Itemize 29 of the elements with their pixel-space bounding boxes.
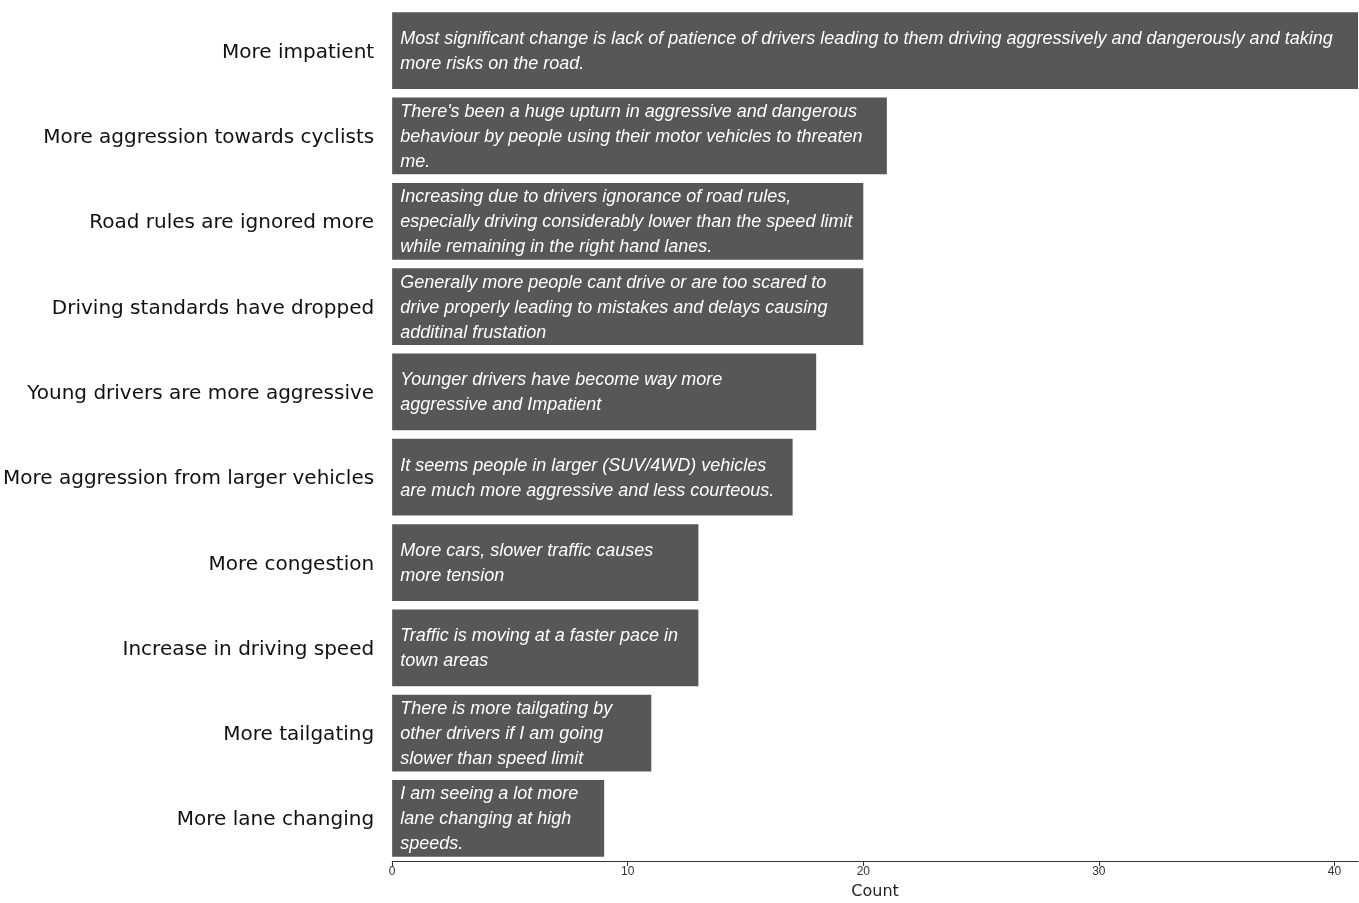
- annotation: I am seeing a lot more lane changing at high speeds.: [400, 783, 584, 854]
- annotation: It seems people in larger (SUV/4WD) vehicles are much more aggressive and less courteous.: [400, 454, 775, 500]
- y-tick-label: Road rules are ignored more: [89, 209, 375, 234]
- y-tick-label: More impatient: [222, 38, 375, 63]
- annotation: Most significant change is lack of patience of drivers leading to them driving aggressively and dangerously and taking more risks on the road.: [400, 28, 1338, 74]
- annotation: Generally more people cant drive or are too scared to drive properly leading to mistakes and delays causing additinal frustation: [400, 271, 833, 342]
- annotation: Increasing due to drivers ignorance of road rules, especially driving considerably lower than the speed limit while remaining in the right hand lanes.: [400, 186, 858, 257]
- annotation: More cars, slower traffic causes more tension: [400, 540, 659, 586]
- y-tick-label: More congestion: [208, 550, 375, 575]
- x-tick-label: 20: [856, 864, 871, 879]
- x-tick-label: 40: [1327, 864, 1342, 879]
- y-tick-label: Increase in driving speed: [122, 635, 375, 660]
- y-tick-label: More lane changing: [176, 806, 375, 831]
- annotation: There is more tailgating by other drivers if I am going slower than speed limit: [400, 698, 618, 769]
- bar: [392, 524, 699, 601]
- bar: [392, 609, 699, 687]
- x-tick-label: 30: [1092, 864, 1106, 879]
- y-tick-label: More tailgating: [223, 721, 375, 746]
- annotation: There's been a huge upturn in aggressive and dangerous behaviour by people using their motor vehicles to threaten me.: [400, 100, 868, 171]
- annotation: Traffic is moving at a faster pace in town areas: [400, 625, 683, 671]
- y-tick-label: More aggression from larger vehicles: [3, 465, 375, 490]
- x-tick-label: 10: [621, 864, 635, 879]
- y-tick-label: Young drivers are more aggressive: [26, 379, 375, 404]
- y-tick-label: More aggression towards cyclists: [43, 123, 375, 148]
- x-axis-title: Count: [851, 880, 899, 900]
- x-tick-label: 0: [388, 864, 396, 879]
- y-tick-label: Driving standards have dropped: [51, 294, 375, 319]
- bar: [392, 12, 1358, 90]
- annotation: Younger drivers have become way more aggressive and Impatient: [400, 369, 728, 415]
